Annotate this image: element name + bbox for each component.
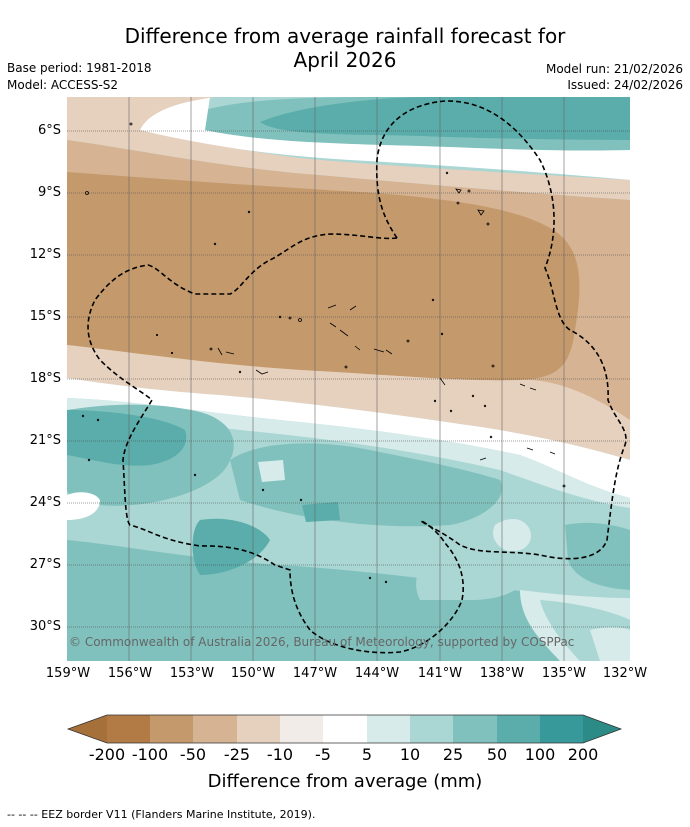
- colorbar-label: Difference from average (mm): [207, 771, 483, 792]
- lat-label: 21°S: [29, 433, 61, 448]
- lon-label: 132°W: [602, 666, 648, 681]
- colorbar-segment: [237, 715, 280, 743]
- colorbar-segment: [280, 715, 323, 743]
- lat-label: 27°S: [29, 557, 61, 572]
- map-title-line-1: Difference from average rainfall forecas…: [124, 24, 566, 48]
- base-period: Base period: 1981-2018: [7, 61, 152, 75]
- lon-label: 135°W: [541, 666, 587, 681]
- issued-date: Issued: 24/02/2026: [567, 78, 683, 92]
- lon-label: 138°W: [479, 666, 525, 681]
- colorbar-segment: [453, 715, 497, 743]
- colorbar-tick: -5: [315, 745, 331, 764]
- lon-label: 156°W: [107, 666, 153, 681]
- colorbar-tick: -50: [179, 745, 207, 764]
- colorbar-tick: -100: [131, 745, 169, 764]
- model-run-date: Model run: 21/02/2026: [545, 62, 683, 76]
- colorbar-segment: [107, 715, 150, 743]
- lat-label: 24°S: [29, 495, 61, 510]
- colorbar-tick: 200: [567, 745, 599, 764]
- colorbar-upper-extension: [583, 715, 621, 743]
- colorbar-lower-extension: [68, 715, 107, 743]
- lat-label: 15°S: [29, 309, 61, 324]
- colorbar-segment: [540, 715, 583, 743]
- lon-label: 147°W: [292, 666, 338, 681]
- lat-label: 18°S: [29, 371, 61, 386]
- eez-border: [87, 100, 627, 654]
- map-contours: [67, 97, 630, 661]
- lon-label: 144°W: [354, 666, 400, 681]
- lat-label: 30°S: [29, 619, 61, 634]
- colorbar-tick: 10: [399, 745, 421, 764]
- colorbar-tick: -25: [223, 745, 251, 764]
- eez-legend-note: -- -- -- EEZ border V11 (Flanders Marine…: [7, 808, 316, 821]
- colorbar-tick: 5: [361, 745, 373, 764]
- colorbar-tick: -10: [266, 745, 294, 764]
- colorbar-tick: 50: [486, 745, 508, 764]
- lon-label: 153°W: [169, 666, 215, 681]
- lon-label: 141°W: [417, 666, 463, 681]
- colorbar-tick: -200: [88, 745, 126, 764]
- colorbar-segment: [150, 715, 193, 743]
- lat-label: 12°S: [29, 247, 61, 262]
- colorbar-segment: [497, 715, 540, 743]
- colorbar-tick: 100: [524, 745, 556, 764]
- lon-label: 150°W: [230, 666, 276, 681]
- colorbar-tick: 25: [442, 745, 464, 764]
- model-name: Model: ACCESS-S2: [7, 78, 119, 92]
- colorbar-segment: [323, 715, 367, 743]
- lat-label: 9°S: [37, 185, 61, 200]
- map-title-line-2: April 2026: [293, 48, 397, 72]
- colorbar-segment: [367, 715, 410, 743]
- lon-label: 159°W: [45, 666, 91, 681]
- copyright-notice: © Commonwealth of Australia 2026, Bureau…: [69, 635, 575, 649]
- colorbar-segment: [410, 715, 453, 743]
- colorbar-segment: [193, 715, 237, 743]
- lat-label: 6°S: [37, 123, 61, 138]
- islands: [81, 122, 566, 584]
- colorbar: [66, 714, 623, 744]
